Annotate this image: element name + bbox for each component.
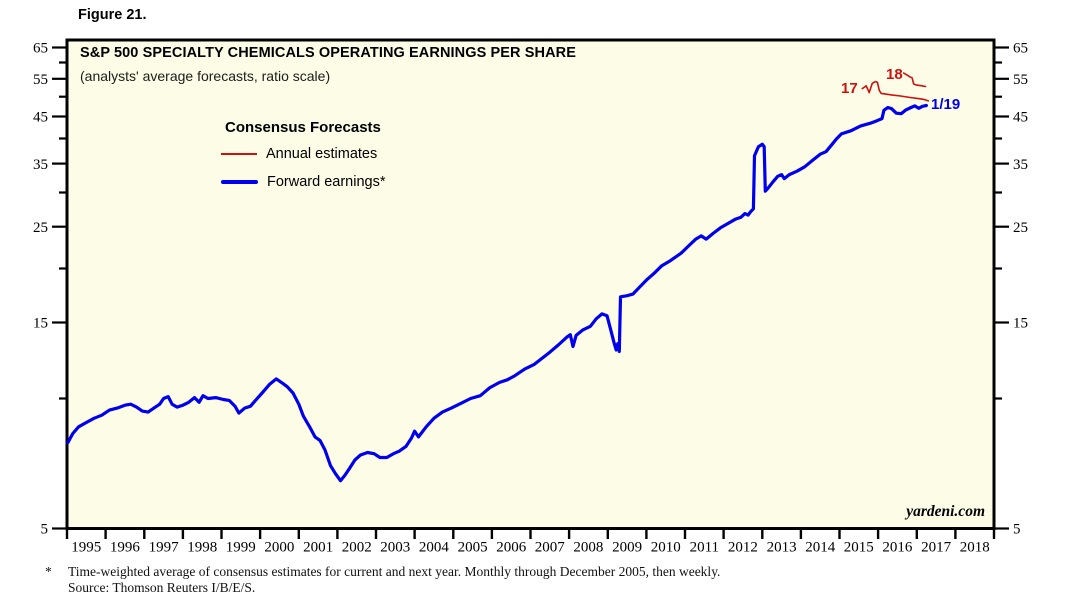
annotation-latest-week: 1/19 <box>931 96 961 113</box>
y-tick-label: 5 <box>1013 522 1021 538</box>
x-tick-label: 2001 <box>303 540 333 556</box>
y-tick-label: 65 <box>1013 41 1028 57</box>
legend-label: Annual estimates <box>266 146 378 162</box>
x-tick-label: 1995 <box>71 540 101 556</box>
figure-label: Figure 21. <box>78 7 147 23</box>
y-tick-label: 25 <box>33 220 48 236</box>
footnote-text: Time-weighted average of consensus estim… <box>68 564 721 579</box>
x-tick-label: 2005 <box>458 540 488 556</box>
y-tick-label: 65 <box>33 41 48 57</box>
x-tick-label: 2000 <box>264 540 294 556</box>
y-tick-label: 5 <box>41 522 49 538</box>
x-tick-label: 2009 <box>612 540 642 556</box>
x-tick-label: 2016 <box>882 540 913 556</box>
x-tick-label: 2014 <box>805 540 836 556</box>
x-tick-label: 2006 <box>496 540 527 556</box>
x-tick-label: 1999 <box>226 540 256 556</box>
legend: Consensus Forecasts Annual estimates For… <box>221 119 385 196</box>
plot-frame <box>65 38 996 530</box>
x-tick-label: 2017 <box>921 540 952 556</box>
series-annual-estimate-2018 <box>902 72 927 88</box>
series-forward-earnings <box>66 103 928 483</box>
x-tick-label: 2012 <box>728 540 758 556</box>
x-tick-label: 2018 <box>960 540 990 556</box>
y-tick-label: 15 <box>33 316 48 332</box>
x-tick-label: 1996 <box>110 540 141 556</box>
y-tick-label: 25 <box>1013 220 1028 236</box>
y-tick-label: 35 <box>33 157 48 173</box>
x-tick-label: 2013 <box>767 540 797 556</box>
x-tick-label: 2002 <box>342 540 372 556</box>
legend-label: Forward earnings* <box>267 174 386 190</box>
footnote-source: Source: Thomson Reuters I/B/E/S. <box>68 580 256 595</box>
x-tick-label: 1998 <box>187 540 217 556</box>
x-tick-label: 2007 <box>535 540 566 556</box>
blue-line-swatch-icon <box>221 180 258 184</box>
footnote: * Time-weighted average of consensus est… <box>45 564 720 596</box>
x-tick-label: 2003 <box>380 540 410 556</box>
annotation-2017-estimate: 17 <box>841 80 858 97</box>
x-tick-label: 1997 <box>149 540 180 556</box>
x-tick-label: 2011 <box>690 540 719 556</box>
legend-heading: Consensus Forecasts <box>225 119 381 136</box>
y-tick-label: 45 <box>33 110 48 126</box>
y-tick-label: 55 <box>1013 72 1028 88</box>
y-tick-label: 35 <box>1013 157 1028 173</box>
watermark: yardeni.com <box>906 503 985 520</box>
footnote-asterisk: * <box>45 564 52 579</box>
chart-title: S&P 500 SPECIALTY CHEMICALS OPERATING EA… <box>80 45 577 61</box>
y-tick-label: 55 <box>33 72 48 88</box>
y-tick-label: 45 <box>1013 110 1028 126</box>
legend-item-forward-earnings: Forward earnings* <box>221 168 385 196</box>
chart-subtitle: (analysts' average forecasts, ratio scal… <box>80 68 331 84</box>
legend-item-annual-estimates: Annual estimates <box>221 140 385 168</box>
x-tick-label: 2010 <box>651 540 681 556</box>
x-tick-label: 2004 <box>419 540 450 556</box>
y-tick-label: 15 <box>1013 316 1028 332</box>
x-tick-label: 2015 <box>844 540 874 556</box>
x-tick-label: 2008 <box>573 540 603 556</box>
series-annual-estimate-2017 <box>861 80 930 102</box>
annotation-2018-estimate: 18 <box>886 66 903 83</box>
red-line-swatch-icon <box>221 153 257 155</box>
